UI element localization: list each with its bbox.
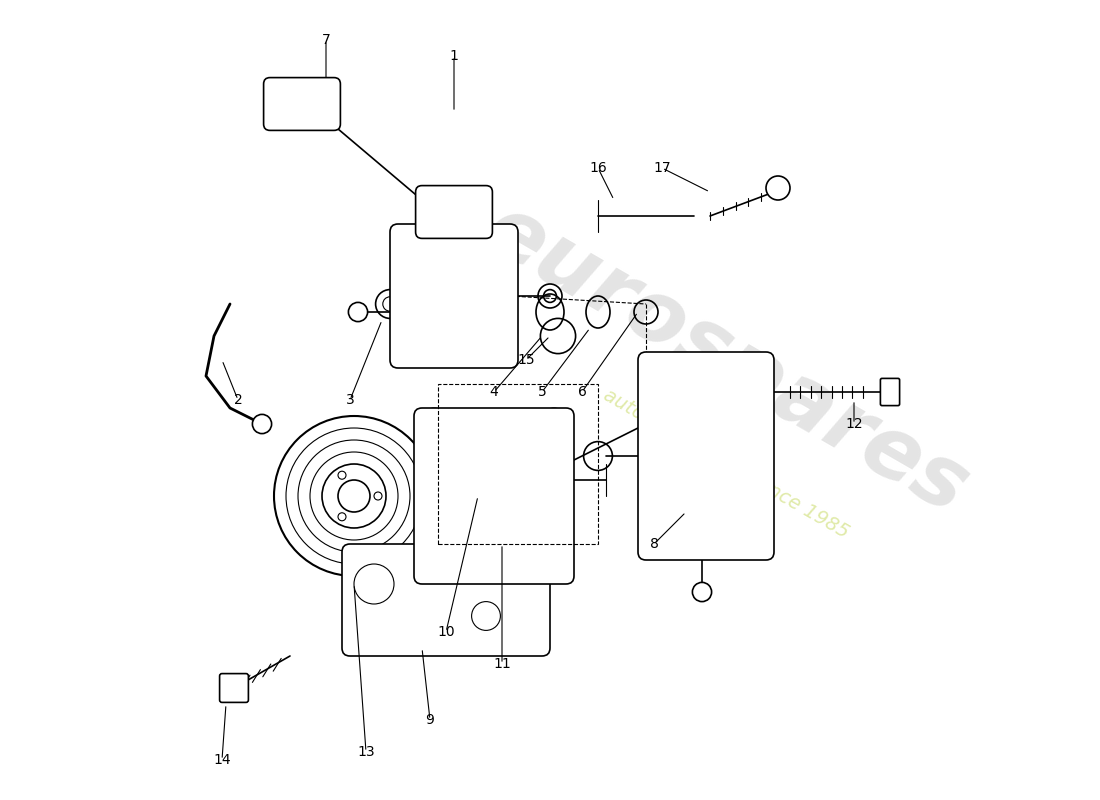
Text: 2: 2	[233, 393, 242, 407]
Text: 17: 17	[653, 161, 671, 175]
Bar	[438, 384, 598, 544]
FancyBboxPatch shape	[264, 78, 340, 130]
Text: 1: 1	[450, 49, 459, 63]
Circle shape	[414, 248, 430, 264]
FancyBboxPatch shape	[880, 378, 900, 406]
FancyBboxPatch shape	[638, 352, 774, 560]
Text: 16: 16	[590, 161, 607, 175]
Circle shape	[692, 582, 712, 602]
Text: automotive parts since 1985: automotive parts since 1985	[600, 386, 852, 542]
Circle shape	[252, 414, 272, 434]
Text: 5: 5	[538, 385, 547, 399]
Text: 3: 3	[345, 393, 354, 407]
Text: 13: 13	[358, 745, 375, 759]
Text: eurospares: eurospares	[470, 188, 982, 532]
Text: 15: 15	[517, 353, 535, 367]
Text: 8: 8	[650, 537, 659, 551]
FancyBboxPatch shape	[416, 186, 493, 238]
FancyBboxPatch shape	[390, 224, 518, 368]
Circle shape	[766, 176, 790, 200]
Text: 9: 9	[426, 713, 434, 727]
Text: 4: 4	[490, 385, 498, 399]
Text: 11: 11	[493, 657, 510, 671]
Text: 6: 6	[578, 385, 586, 399]
Circle shape	[349, 302, 367, 322]
FancyBboxPatch shape	[342, 544, 550, 656]
Text: 10: 10	[437, 625, 454, 639]
Text: 12: 12	[845, 417, 862, 431]
FancyBboxPatch shape	[414, 408, 574, 584]
Text: 14: 14	[213, 753, 231, 767]
FancyBboxPatch shape	[220, 674, 249, 702]
Text: 7: 7	[321, 33, 330, 47]
